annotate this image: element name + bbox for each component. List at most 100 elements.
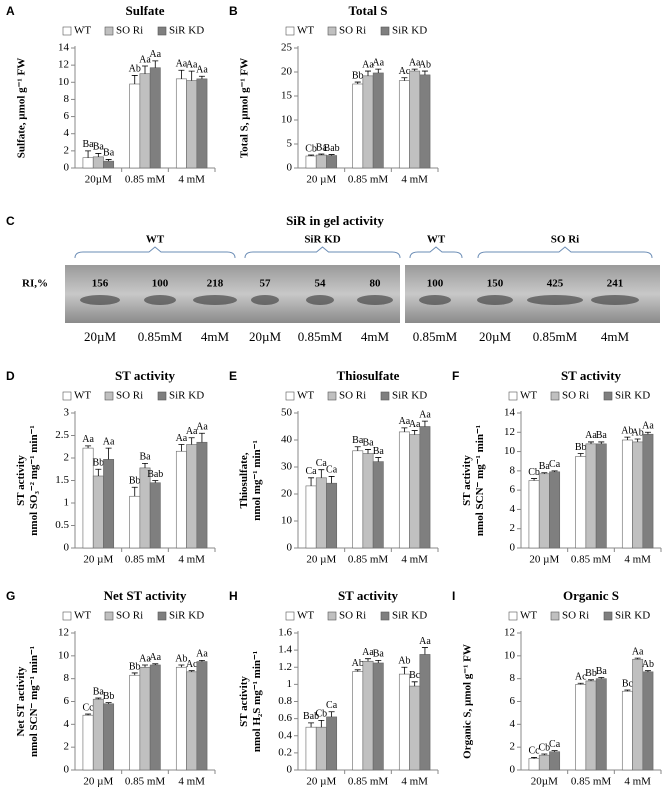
y-tick-label: 6 bbox=[510, 695, 516, 707]
bar bbox=[186, 671, 198, 771]
x-tick-label: 0.85 mM bbox=[348, 776, 389, 788]
significance-letter: Cb bbox=[528, 467, 540, 478]
legend-swatch bbox=[62, 391, 72, 401]
x-tick-label: 4 mM bbox=[401, 174, 428, 186]
significance-letter: Ba bbox=[362, 438, 374, 449]
lane-label: 0.85mM bbox=[138, 329, 183, 344]
significance-letter: Ab bbox=[398, 656, 410, 667]
legend-swatch bbox=[508, 611, 518, 621]
error-bar bbox=[541, 472, 548, 474]
significance-letter: Bab bbox=[303, 711, 319, 722]
bar bbox=[398, 431, 410, 549]
panel-label: B bbox=[229, 4, 238, 18]
bar bbox=[92, 156, 104, 169]
ri-value: 241 bbox=[607, 278, 624, 290]
error-bar bbox=[328, 154, 335, 156]
y-tick-label: 2.5 bbox=[55, 429, 69, 441]
significance-letter: Ca bbox=[326, 465, 338, 476]
bar bbox=[196, 441, 208, 549]
error-bar bbox=[634, 657, 641, 660]
lane-label: 0.85mM bbox=[533, 329, 578, 344]
significance-letter: Ba bbox=[596, 666, 608, 677]
error-bar bbox=[95, 468, 102, 476]
bar bbox=[398, 673, 410, 771]
x-tick-label: 20 µM bbox=[306, 174, 336, 186]
error-bar bbox=[531, 478, 538, 481]
bar bbox=[398, 80, 410, 169]
y-tick-label: 1.5 bbox=[55, 474, 69, 486]
bar bbox=[175, 666, 187, 771]
significance-letter: Ab bbox=[419, 59, 431, 70]
legend-swatch bbox=[104, 26, 114, 36]
ri-value: 57 bbox=[260, 278, 272, 290]
error-bar bbox=[95, 153, 102, 157]
significance-letter: Ba bbox=[103, 148, 115, 159]
legend-swatch bbox=[380, 26, 390, 36]
significance-letter: Cc bbox=[529, 746, 541, 757]
error-bar bbox=[318, 469, 325, 478]
panel-label: A bbox=[6, 4, 15, 18]
y-tick-label: 1.4 bbox=[278, 644, 292, 656]
bar bbox=[362, 453, 374, 549]
bar bbox=[372, 72, 384, 169]
error-bar bbox=[411, 681, 418, 687]
significance-letter: Aa bbox=[176, 59, 188, 70]
y-tick-label: 2 bbox=[64, 741, 70, 753]
significance-letter: Aa bbox=[139, 653, 151, 664]
bar bbox=[103, 160, 115, 169]
error-bar bbox=[354, 669, 361, 672]
bar bbox=[409, 685, 421, 771]
bar bbox=[419, 74, 431, 169]
panel-label: E bbox=[229, 369, 237, 383]
error-bar bbox=[105, 447, 112, 460]
legend-label: SiR KD bbox=[169, 390, 204, 402]
y-tick-label: 1.6 bbox=[278, 627, 292, 639]
legend-label: SO Ri bbox=[339, 610, 366, 622]
significance-letter: Aa bbox=[186, 59, 198, 70]
x-tick-label: 20µM bbox=[85, 174, 112, 186]
error-bar bbox=[188, 670, 195, 672]
y-tick-label: 10 bbox=[281, 114, 293, 126]
bar bbox=[149, 664, 161, 771]
significance-letter: Aa bbox=[642, 421, 654, 432]
bar bbox=[139, 467, 151, 549]
y-tick-label: 4 bbox=[64, 718, 70, 730]
legend-swatch bbox=[104, 611, 114, 621]
significance-letter: Ab bbox=[642, 659, 654, 670]
significance-letter: Ac bbox=[399, 66, 411, 77]
bar bbox=[305, 726, 317, 771]
bar bbox=[632, 441, 644, 549]
legend-label: WT bbox=[297, 390, 314, 402]
y-tick-label: 1 bbox=[287, 678, 293, 690]
error-bar bbox=[421, 70, 428, 75]
significance-letter: Ab bbox=[621, 425, 633, 436]
y-tick-label: 3 bbox=[64, 407, 70, 419]
chart-title: ST activity bbox=[115, 368, 176, 383]
error-bar bbox=[142, 65, 148, 74]
panel-label: I bbox=[452, 589, 455, 603]
gel-band bbox=[193, 295, 237, 305]
error-bar bbox=[588, 679, 594, 681]
bar bbox=[595, 678, 607, 771]
bar bbox=[196, 78, 208, 169]
chart-title: Organic S bbox=[563, 588, 619, 603]
legend-swatch bbox=[508, 391, 518, 401]
chart-title: ST activity bbox=[561, 368, 622, 383]
bar bbox=[139, 73, 151, 169]
error-bar bbox=[328, 476, 335, 484]
error-bar bbox=[634, 438, 641, 442]
ri-label: RI,% bbox=[22, 278, 48, 290]
significance-letter: Aa bbox=[149, 652, 161, 663]
legend-label: WT bbox=[520, 610, 537, 622]
x-tick-label: 4 mM bbox=[624, 554, 651, 566]
error-bar bbox=[178, 69, 185, 79]
y-tick-label: 0 bbox=[287, 764, 293, 776]
significance-letter: Bb bbox=[129, 476, 141, 487]
lane-label: 20µM bbox=[84, 329, 116, 344]
x-tick-label: 20µM bbox=[531, 776, 558, 788]
error-bar bbox=[188, 437, 195, 445]
panel-label: D bbox=[6, 369, 15, 383]
bar bbox=[326, 716, 338, 771]
error-bar bbox=[365, 70, 371, 76]
significance-letter: Aa bbox=[399, 416, 411, 427]
